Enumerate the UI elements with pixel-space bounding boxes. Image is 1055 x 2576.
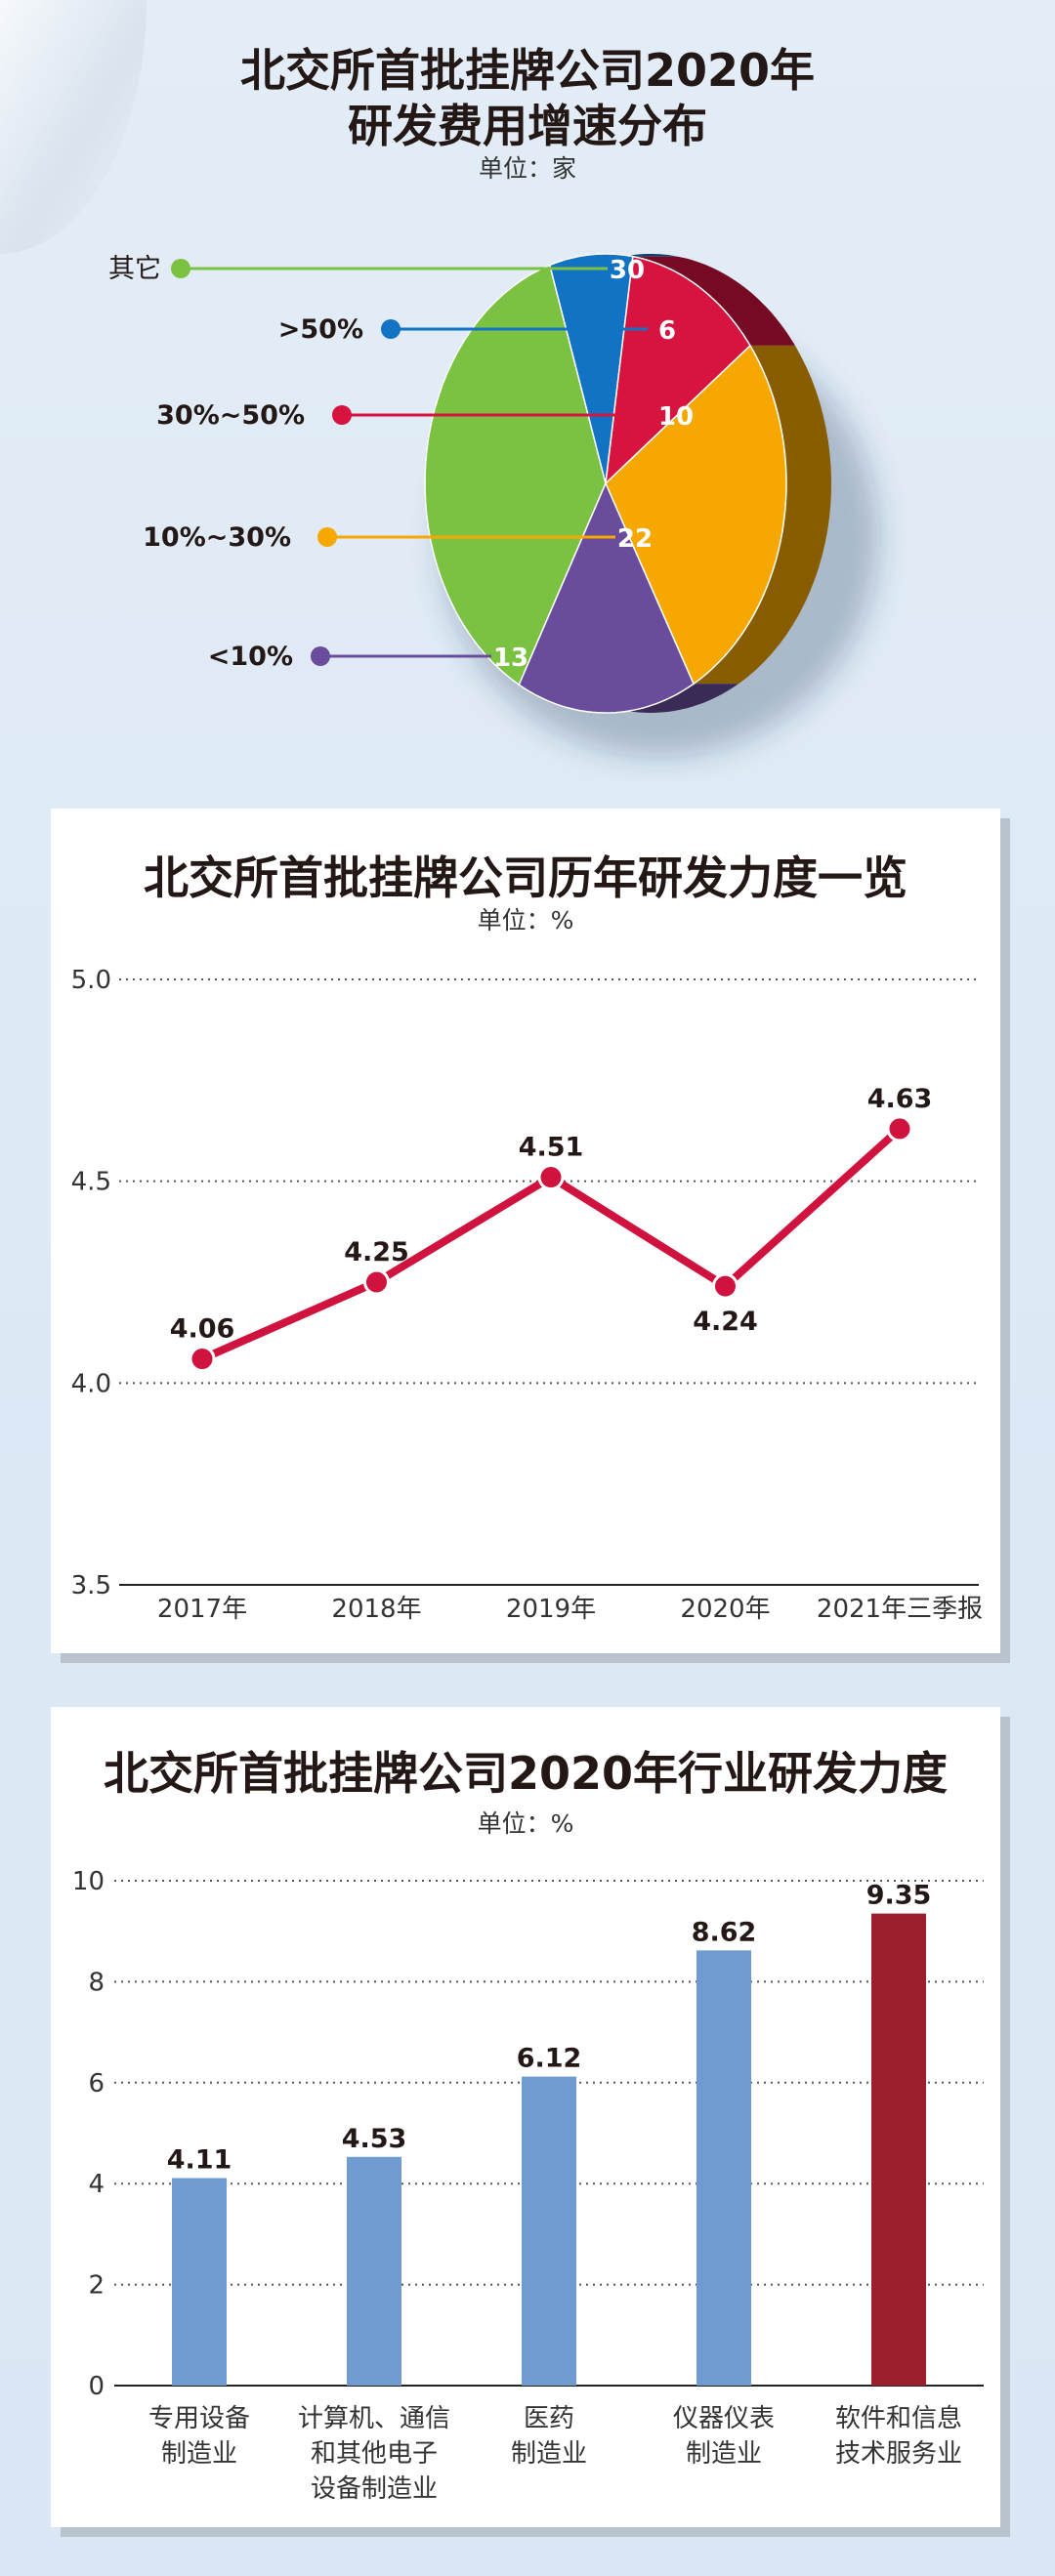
line-point-label: 4.24 xyxy=(693,1307,758,1337)
bar xyxy=(696,1950,751,2386)
line-y-tick: 5.0 xyxy=(71,966,111,995)
line-x-label: 2018年 xyxy=(331,1595,421,1624)
pie-slice xyxy=(518,481,695,714)
line-x-label: 2019年 xyxy=(506,1595,596,1624)
bar xyxy=(871,1913,926,2386)
pie-title-line1: 北交所首批挂牌公司2020年 xyxy=(239,44,816,97)
bar-y-tick: 8 xyxy=(88,1968,105,1997)
pie-leader-dot xyxy=(381,319,401,339)
bar-y-tick: 10 xyxy=(72,1867,105,1896)
bar-category-label: 专用设备 xyxy=(148,2404,250,2433)
bar-value-label: 4.11 xyxy=(167,2145,232,2176)
bar-chart-title: 北交所首批挂牌公司2020年行业研发力度 xyxy=(103,1747,949,1800)
line-point xyxy=(886,1115,913,1143)
bar xyxy=(347,2156,401,2386)
pie-slice-label: <10% xyxy=(208,642,293,672)
line-x-label: 2021年三季报 xyxy=(817,1595,983,1624)
line-y-tick: 4.5 xyxy=(71,1168,111,1197)
bar-category-label: 软件和信息 xyxy=(835,2404,962,2433)
line-point-label: 4.25 xyxy=(344,1237,409,1267)
line-chart: 3.5 4.0 4.5 5.0 2017年 2018年 2019年 2020年 2021年三季报… xyxy=(71,966,983,1624)
pie-slice-value: 10 xyxy=(658,402,694,432)
bar-y-tick: 2 xyxy=(88,2271,105,2301)
pie-slice-label: 30%~50% xyxy=(156,400,305,431)
pie-slice xyxy=(605,344,787,686)
pie-slice-value: 6 xyxy=(658,316,676,346)
bar xyxy=(522,2076,576,2386)
bar-category-label: 制造业 xyxy=(161,2439,237,2469)
line-chart-unit: 单位：% xyxy=(477,906,574,935)
bar-chart-card: 北交所首批挂牌公司2020年行业研发力度 单位：% 0 2 4 6 8 10 4.11 专用设… xyxy=(51,1707,1000,2527)
pie-slice-value: 30 xyxy=(610,256,645,285)
pie-chart: 其它 30 >50% 6 30%~50% 10 10%~30% 22 <10% 13 xyxy=(108,253,879,757)
bar-value-label: 9.35 xyxy=(866,1881,932,1911)
line-y-tick: 3.5 xyxy=(71,1571,111,1600)
bar-category-label: 计算机、通信 xyxy=(298,2404,450,2433)
line-point xyxy=(363,1268,390,1296)
pie-unit: 单位：家 xyxy=(478,154,576,183)
line-x-label: 2020年 xyxy=(680,1595,770,1624)
pie-leader-dot xyxy=(317,527,337,547)
pie-leader-dot xyxy=(332,405,352,425)
bar-value-label: 6.12 xyxy=(517,2044,582,2074)
line-point-label: 4.63 xyxy=(867,1084,933,1114)
pie-title-line2: 研发费用增速分布 xyxy=(348,100,707,152)
bar-chart-unit: 单位：% xyxy=(477,1809,574,1838)
pie-leader-dot xyxy=(311,646,330,666)
bar-category-label: 技术服务业 xyxy=(835,2439,962,2469)
bar-category-label: 设备制造业 xyxy=(311,2474,438,2504)
line-point-label: 4.51 xyxy=(519,1133,584,1163)
bar-y-tick: 0 xyxy=(88,2372,105,2401)
bar-category-label: 医药 xyxy=(524,2404,574,2433)
pie-slice-side xyxy=(694,345,831,685)
line-chart-card: 北交所首批挂牌公司历年研发力度一览 单位：% 3.5 4.0 4.5 5.0 2017年… xyxy=(51,809,1000,1653)
line-point xyxy=(189,1346,216,1373)
pie-slice-side xyxy=(632,256,795,346)
line-y-tick: 4.0 xyxy=(71,1369,111,1398)
line-x-label: 2017年 xyxy=(157,1595,247,1624)
bar-category-label: 仪器仪表 xyxy=(673,2404,775,2433)
pie-slice-label: >50% xyxy=(278,314,363,345)
line-series xyxy=(200,1125,903,1363)
pie-slice-value: 22 xyxy=(617,524,653,554)
pie-slice-label: 10%~30% xyxy=(143,522,291,553)
pie-slice xyxy=(424,264,607,686)
line-chart-title: 北交所首批挂牌公司历年研发力度一览 xyxy=(144,852,907,904)
bar-y-tick: 4 xyxy=(88,2170,105,2199)
bar-value-label: 8.62 xyxy=(692,1917,757,1947)
bar-y-tick: 6 xyxy=(88,2069,105,2098)
line-point xyxy=(712,1272,738,1300)
bar-category-label: 和其他电子 xyxy=(311,2439,438,2469)
bar xyxy=(172,2178,227,2386)
bar-value-label: 4.53 xyxy=(342,2124,407,2154)
pie-leader-dot xyxy=(171,259,190,278)
line-point xyxy=(537,1164,565,1191)
bar-category-label: 制造业 xyxy=(511,2439,587,2469)
bar-category-label: 制造业 xyxy=(686,2439,762,2469)
line-point-label: 4.06 xyxy=(170,1314,235,1345)
pie-slice-label: 其它 xyxy=(108,254,161,284)
pie-slice-value: 13 xyxy=(493,644,528,673)
pie-slice xyxy=(605,255,751,485)
